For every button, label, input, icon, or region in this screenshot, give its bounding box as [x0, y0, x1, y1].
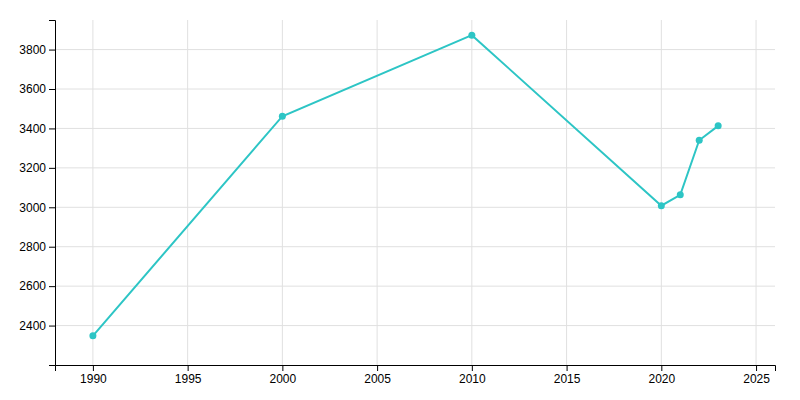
tick-mark [49, 247, 55, 248]
tick-mark [567, 365, 568, 371]
tick-mark [377, 365, 378, 371]
tick: 3800 [19, 43, 55, 57]
axis-line [49, 21, 56, 366]
tick-label: 3600 [19, 82, 46, 96]
grid-line [471, 20, 472, 365]
tick-mark [49, 89, 55, 90]
tick-mark [93, 365, 94, 371]
chart-svg: 1990 1995 2000 2005 2010 2015 2020 2025 2400 2600… [0, 0, 800, 400]
grid-line [55, 167, 775, 168]
tick: 2400 [19, 319, 55, 333]
point [468, 32, 475, 39]
grid-line [55, 286, 775, 287]
tick-label: 1995 [175, 372, 202, 386]
tick-mark [49, 207, 55, 208]
tick-mark [188, 365, 189, 371]
tick-label: 3200 [19, 161, 46, 175]
tick-label: 2020 [648, 372, 675, 386]
tick-label: 2000 [270, 372, 297, 386]
point [696, 137, 703, 144]
tick-mark [661, 365, 662, 371]
tick-label: 2005 [364, 372, 391, 386]
tick: 2000 [270, 365, 297, 386]
tick: 2025 [743, 365, 770, 386]
tick-mark [49, 326, 55, 327]
grid-line [566, 20, 567, 365]
tick: 1990 [80, 365, 107, 386]
grid-line [55, 325, 775, 326]
plot-area: 1990 1995 2000 2005 2010 2015 2020 2025 2400 2600… [19, 20, 775, 386]
axis-line [56, 366, 776, 372]
tick: 2010 [459, 365, 486, 386]
grid [55, 20, 775, 365]
tick: 2800 [19, 240, 55, 254]
tick: 2600 [19, 279, 55, 293]
chart-container: 1990 1995 2000 2005 2010 2015 2020 2025 2400 2600… [0, 0, 800, 400]
tick-mark [49, 50, 55, 51]
tick-label: 2025 [743, 372, 770, 386]
tick: 3000 [19, 201, 55, 215]
grid-line [92, 20, 93, 365]
point [89, 332, 96, 339]
point [715, 122, 722, 129]
grid-line [55, 128, 775, 129]
tick-label: 2010 [459, 372, 486, 386]
grid-line [756, 20, 757, 365]
point [279, 113, 286, 120]
grid-line [55, 207, 775, 208]
tick-label: 1990 [80, 372, 107, 386]
tick-label: 2015 [554, 372, 581, 386]
grid-line [55, 49, 775, 50]
tick-label: 3400 [19, 122, 46, 136]
point [658, 202, 665, 209]
marks [89, 32, 721, 340]
x-axis: 1990 1995 2000 2005 2010 2015 2020 2025 [56, 365, 776, 386]
tick-label: 2800 [19, 240, 46, 254]
tick: 2005 [364, 365, 391, 386]
tick: 3600 [19, 82, 55, 96]
grid-line [661, 20, 662, 365]
grid-line [55, 246, 775, 247]
grid-line [55, 89, 775, 90]
tick: 3400 [19, 122, 55, 136]
point [677, 191, 684, 198]
tick: 3200 [19, 161, 55, 175]
tick: 1995 [175, 365, 202, 386]
tick-mark [49, 168, 55, 169]
tick: 2020 [648, 365, 675, 386]
line [93, 35, 718, 336]
tick-mark [282, 365, 283, 371]
tick-label: 2600 [19, 279, 46, 293]
grid-line [282, 20, 283, 365]
tick-mark [756, 365, 757, 371]
tick-mark [49, 128, 55, 129]
tick-mark [472, 365, 473, 371]
y-axis: 2400 2600 2800 3000 3200 3400 3600 3800 [19, 21, 55, 366]
tick-mark [49, 286, 55, 287]
grid-line [187, 20, 188, 365]
grid-line [377, 20, 378, 365]
tick: 2015 [554, 365, 581, 386]
tick-label: 3000 [19, 201, 46, 215]
tick-label: 3800 [19, 43, 46, 57]
tick-label: 2400 [19, 319, 46, 333]
